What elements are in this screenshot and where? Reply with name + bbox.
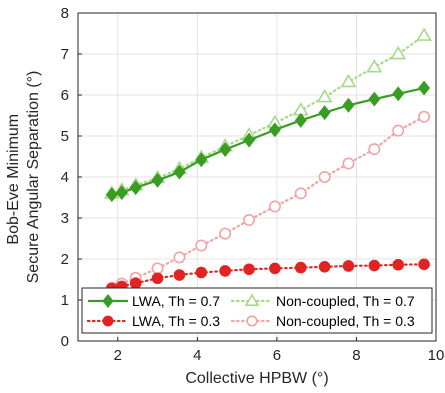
data-point — [418, 80, 431, 96]
legend-label: LWA, Th = 0.7 — [132, 293, 220, 309]
y-tick-label: 1 — [61, 292, 69, 309]
data-point — [318, 105, 331, 121]
legend-box — [81, 287, 433, 334]
data-point — [173, 251, 186, 264]
data-point — [392, 86, 405, 102]
y-tick-label: 3 — [61, 210, 69, 227]
y-axis-label-line-1: Bob-Eve Minimum — [5, 114, 22, 245]
series-layer — [103, 27, 432, 295]
data-point — [418, 110, 431, 123]
data-point — [366, 59, 383, 73]
y-axis-label-line-2: Secure Angular Separation (°) — [25, 71, 42, 284]
data-point — [390, 45, 407, 60]
data-point — [219, 142, 232, 157]
data-point — [129, 180, 142, 196]
legend: LWA, Th = 0.7 LWA, Th = 0.3 Non-coupled, T… — [81, 287, 433, 334]
legend-marker — [102, 294, 114, 308]
data-point — [195, 239, 208, 252]
data-point — [195, 152, 208, 168]
data-point — [368, 259, 381, 272]
data-point — [195, 266, 208, 279]
series-line — [110, 115, 426, 289]
data-point — [151, 272, 164, 285]
data-point — [418, 258, 430, 271]
data-point — [342, 260, 355, 272]
data-point — [268, 200, 281, 213]
y-tick-label: 0 — [61, 333, 69, 350]
x-tick-label: 4 — [193, 347, 201, 364]
tick-labels: 2 4 6 8 10 0 1 2 3 4 5 6 7 8 — [61, 5, 445, 364]
legend-label: Non-coupled, Th = 0.7 — [276, 293, 415, 309]
data-point — [416, 27, 432, 41]
data-point — [342, 157, 355, 170]
data-point — [392, 258, 405, 271]
x-tick-label: 2 — [114, 347, 122, 364]
data-point — [173, 269, 186, 281]
y-tick-label: 7 — [61, 46, 69, 63]
legend-label: Non-coupled, Th = 0.3 — [276, 313, 415, 329]
data-point — [392, 124, 405, 137]
x-tick-label: 6 — [273, 347, 281, 364]
data-point — [318, 171, 331, 184]
y-tick-label: 5 — [61, 128, 69, 145]
data-point — [129, 277, 142, 289]
x-tick-label: 8 — [352, 347, 360, 364]
y-tick-label: 4 — [61, 169, 69, 186]
x-tick-label: 10 — [428, 347, 445, 364]
data-point — [316, 88, 333, 103]
data-point — [219, 227, 232, 240]
data-point — [268, 122, 281, 138]
series-1 — [106, 258, 430, 295]
legend-item: Non-coupled, Th = 0.7 — [230, 293, 415, 309]
data-point — [368, 143, 381, 156]
data-point — [243, 214, 256, 227]
data-point — [173, 164, 186, 180]
data-point — [340, 73, 357, 88]
data-point — [368, 91, 381, 107]
data-point — [294, 187, 307, 200]
data-point — [105, 187, 118, 203]
legend-marker — [246, 315, 258, 327]
legend-marker — [102, 315, 114, 327]
data-point — [294, 261, 307, 274]
legend-marker — [244, 293, 260, 307]
legend-item: LWA, Th = 0.7 — [88, 293, 220, 309]
data-point — [115, 185, 128, 201]
legend-item: LWA, Th = 0.3 — [86, 313, 220, 329]
data-point — [219, 265, 231, 277]
series-0 — [105, 80, 431, 203]
data-point — [342, 97, 355, 113]
y-axis-label: Bob-Eve Minimum Secure Angular Separatio… — [5, 71, 42, 284]
y-tick-label: 8 — [61, 5, 69, 22]
y-tick-label: 2 — [61, 251, 69, 268]
y-tick-label: 6 — [61, 87, 69, 104]
data-point — [151, 172, 164, 188]
data-point — [243, 263, 255, 276]
data-point — [318, 260, 331, 273]
series-line — [110, 263, 426, 290]
data-point — [294, 112, 307, 128]
legend-label: LWA, Th = 0.3 — [132, 313, 220, 329]
x-axis-label: Collective HPBW (°) — [185, 370, 328, 387]
data-point — [243, 132, 256, 148]
legend-item: Non-coupled, Th = 0.3 — [230, 313, 415, 329]
data-point — [151, 262, 164, 275]
data-point — [269, 262, 281, 275]
